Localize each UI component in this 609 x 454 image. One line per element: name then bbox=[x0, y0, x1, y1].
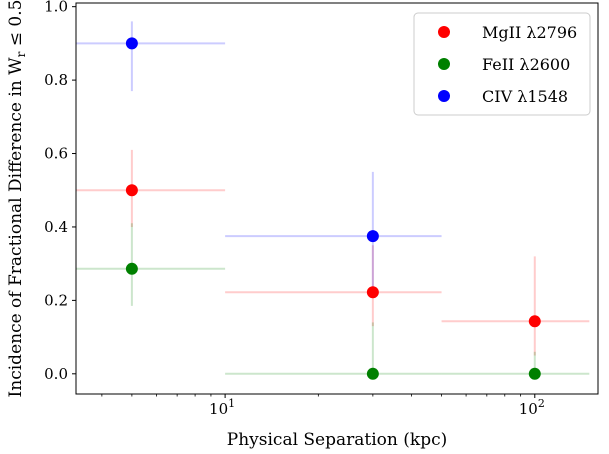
plot-frame bbox=[75, 2, 599, 395]
x-tick-label-exponent: 1 bbox=[228, 397, 235, 410]
y-tick-label: 0.4 bbox=[44, 218, 68, 236]
data-point bbox=[528, 315, 541, 328]
data-markers bbox=[125, 37, 541, 380]
data-point bbox=[366, 230, 379, 243]
y-tick-label: 0.8 bbox=[44, 71, 68, 89]
y-axis-label-subscript: r bbox=[14, 51, 28, 57]
legend-marker bbox=[438, 90, 450, 102]
x-tick-label-base: 10 bbox=[209, 400, 228, 418]
data-point bbox=[125, 37, 138, 50]
legend-label: CIV λ1548 bbox=[482, 87, 568, 106]
legend-label: MgII λ2796 bbox=[482, 23, 577, 42]
y-axis-label: Incidence of Fractional Difference in Wr… bbox=[6, 0, 28, 397]
y-tick-label: 0.6 bbox=[44, 145, 68, 163]
x-axis-label: Physical Separation (kpc) bbox=[227, 430, 447, 450]
y-axis-label-main: Incidence of Fractional Difference in W bbox=[6, 57, 26, 398]
y-tick-label: 1.0 bbox=[44, 0, 68, 16]
y-axis-label-tail: ≤ 0.5 bbox=[6, 0, 26, 52]
y-tick-label: 0.0 bbox=[44, 365, 68, 383]
x-tick-label-exponent: 2 bbox=[538, 397, 545, 410]
legend-marker bbox=[438, 26, 450, 38]
data-point bbox=[125, 184, 138, 197]
x-tick-label-base: 10 bbox=[519, 400, 538, 418]
x-tick-label: 102 bbox=[519, 397, 545, 418]
data-point bbox=[366, 286, 379, 299]
data-point bbox=[528, 367, 541, 380]
legend-marker bbox=[438, 58, 450, 70]
data-point bbox=[366, 367, 379, 380]
x-tick-label: 101 bbox=[209, 397, 235, 418]
legend-box bbox=[413, 12, 591, 116]
legend: MgII λ2796 FeII λ2600 CIV λ1548 bbox=[413, 12, 591, 116]
data-point bbox=[125, 262, 138, 275]
legend-label: FeII λ2600 bbox=[482, 55, 570, 74]
y-tick-label: 0.2 bbox=[44, 291, 68, 309]
